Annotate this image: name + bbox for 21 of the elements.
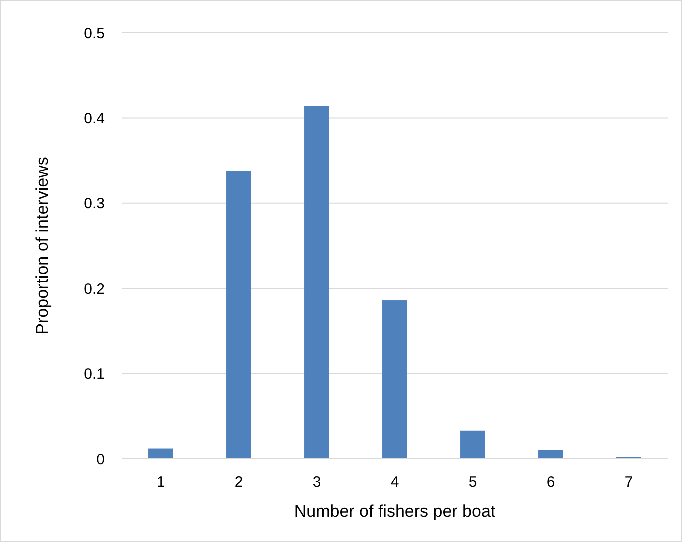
y-tick-label: 0.3	[84, 196, 105, 213]
bar	[148, 448, 174, 459]
x-tick-label: 3	[312, 474, 322, 491]
y-tick-label: 0.4	[84, 110, 105, 128]
y-tick-label: 0	[96, 451, 105, 468]
bar	[460, 430, 486, 459]
x-tick-label: 6	[546, 474, 556, 491]
x-tick-label: 1	[156, 474, 166, 491]
bar	[538, 450, 564, 459]
x-axis-title: Number of fishers per boat	[294, 502, 496, 521]
bar	[382, 300, 408, 459]
x-tick-label: 5	[468, 474, 478, 491]
bar	[226, 171, 252, 459]
x-tick-label: 2	[234, 474, 244, 491]
y-tick-label: 0.5	[84, 25, 105, 42]
y-tick-label: 0.1	[84, 366, 105, 384]
y-axis-title: Proportion of interviews	[33, 157, 52, 335]
x-tick-label: 4	[390, 474, 400, 491]
x-tick-label: 7	[624, 474, 634, 491]
bar	[304, 106, 330, 459]
y-tick-label: 0.2	[84, 280, 105, 298]
